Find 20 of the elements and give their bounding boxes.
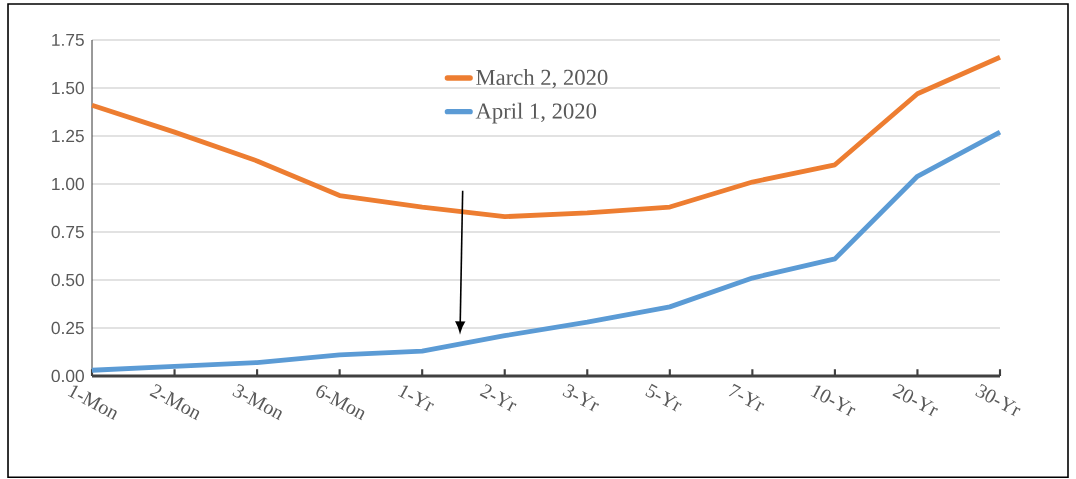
- x-tick-label: 7-Yr: [728, 383, 765, 412]
- x-tick-label: 10-Yr: [810, 385, 856, 417]
- line-series: [89, 129, 1003, 373]
- x-tick-label: 2-Yr: [479, 384, 517, 412]
- y-tick-label: 1.50: [52, 82, 84, 95]
- y-tick-label: 0.00: [51, 370, 84, 383]
- x-tick-label: 30-Yr: [975, 384, 1021, 417]
- y-tick-label: 0.25: [51, 322, 84, 335]
- y-tick-label: 1.75: [52, 34, 84, 47]
- legend-label: April 1, 2020: [475, 103, 597, 124]
- y-tick-label: 1.00: [52, 178, 84, 191]
- x-tick-label: 3-Yr: [562, 384, 600, 412]
- x-tick-label: 5-Yr: [645, 383, 682, 412]
- line-series: [89, 55, 1003, 220]
- y-tick-label: 1.25: [52, 130, 84, 143]
- x-tick-label: 1-Yr: [397, 385, 435, 412]
- y-tick-label: 0.75: [51, 226, 84, 239]
- y-tick-label: 0.50: [51, 274, 84, 287]
- legend-label: March 2, 2020: [476, 69, 608, 89]
- x-tick-label: 20-Yr: [892, 384, 939, 417]
